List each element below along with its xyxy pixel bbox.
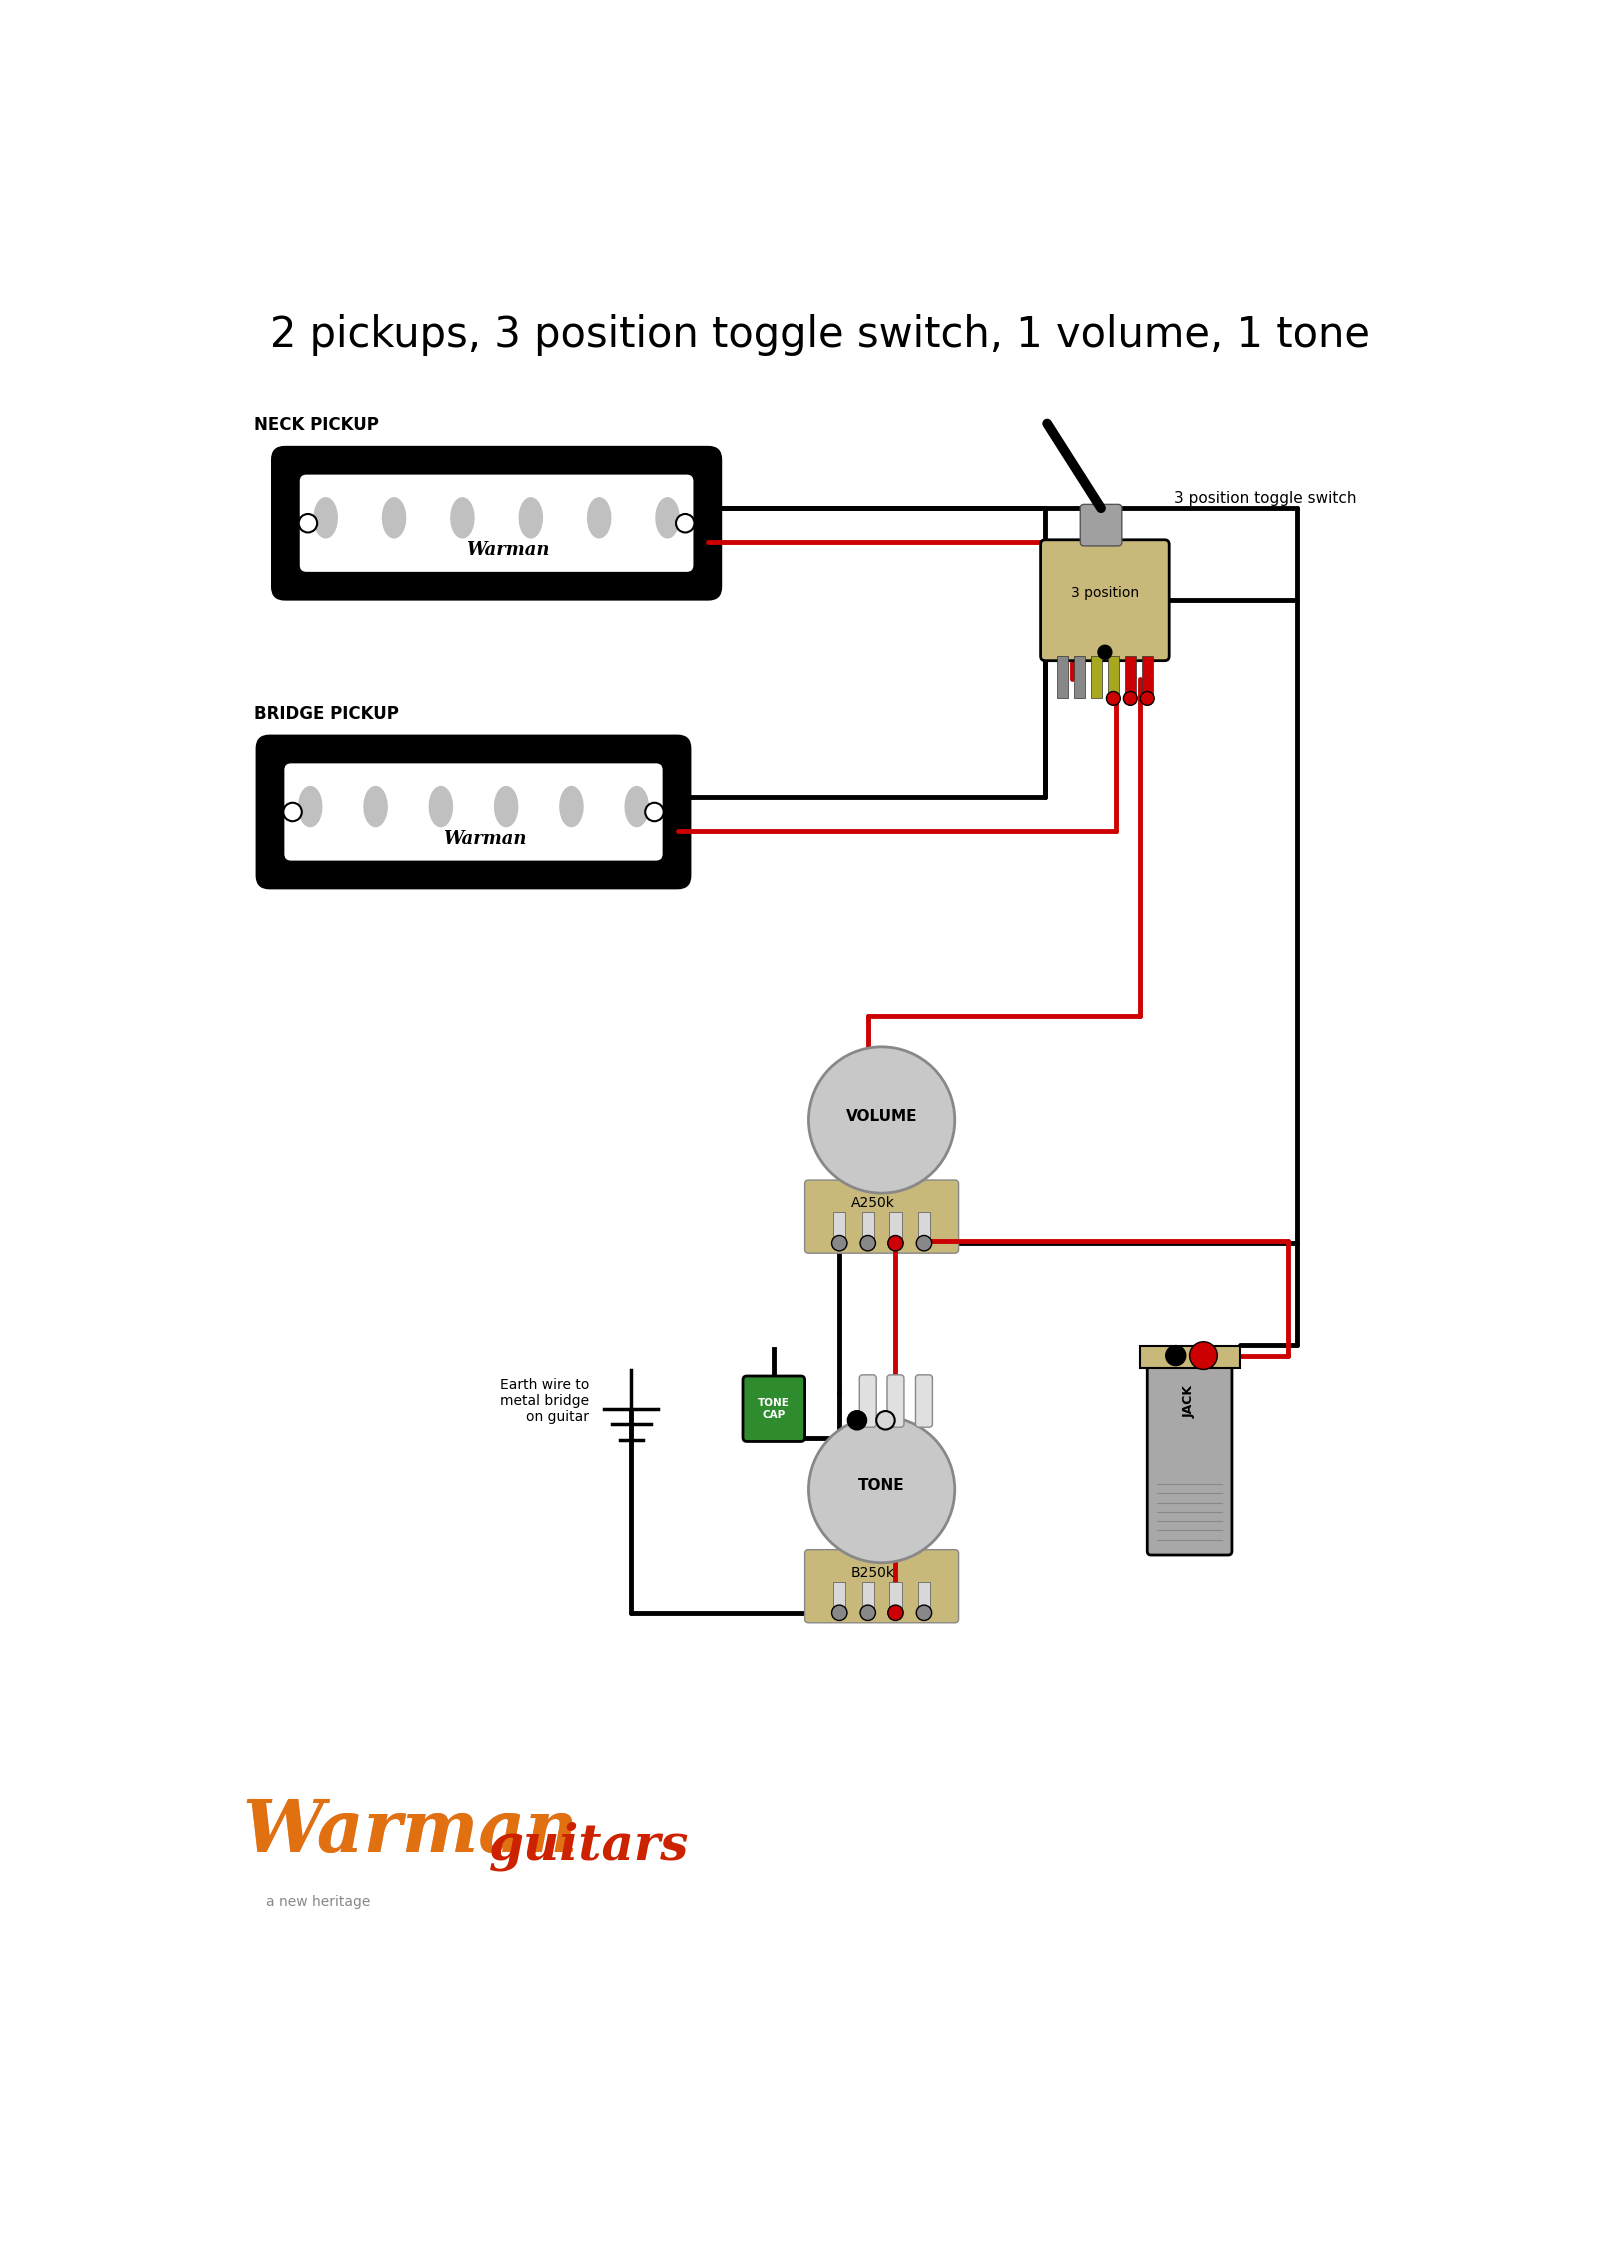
Circle shape [1098,645,1112,658]
Text: Earth wire to
metal bridge
on guitar: Earth wire to metal bridge on guitar [499,1378,589,1425]
FancyBboxPatch shape [805,1181,958,1253]
Circle shape [861,1235,875,1251]
Ellipse shape [299,787,322,826]
FancyBboxPatch shape [283,762,664,862]
Ellipse shape [429,787,453,826]
Ellipse shape [451,498,474,538]
Ellipse shape [656,498,678,538]
Bar [918,1581,930,1613]
Bar [918,1212,930,1244]
Text: 3 position: 3 position [1070,586,1139,599]
FancyBboxPatch shape [270,446,722,602]
Text: Longer = tag to tip +: Longer = tag to tip + [1222,1414,1232,1534]
Circle shape [1190,1341,1218,1369]
FancyBboxPatch shape [886,1375,904,1427]
Circle shape [861,1606,875,1620]
Ellipse shape [382,498,405,538]
FancyBboxPatch shape [1147,1362,1232,1554]
FancyBboxPatch shape [1040,541,1170,661]
Text: TONE: TONE [858,1479,906,1493]
FancyBboxPatch shape [256,735,691,889]
Circle shape [808,1416,955,1563]
Text: TONE
CAP: TONE CAP [758,1398,790,1421]
Circle shape [1166,1346,1186,1366]
Text: Shorter = tag to barrel +: Shorter = tag to barrel + [1147,1405,1157,1545]
Circle shape [645,803,664,821]
FancyBboxPatch shape [1080,504,1122,545]
Circle shape [832,1606,846,1620]
FancyBboxPatch shape [742,1375,805,1441]
Circle shape [877,1411,894,1430]
Text: VOLUME: VOLUME [846,1108,917,1124]
Bar [1142,656,1152,699]
Text: JACK: JACK [1182,1384,1197,1418]
Ellipse shape [520,498,542,538]
FancyBboxPatch shape [299,473,694,572]
Circle shape [832,1235,846,1251]
Bar [861,1581,874,1613]
Circle shape [1123,692,1138,706]
Bar [1139,1346,1240,1369]
Ellipse shape [626,787,648,826]
Text: guitars: guitars [490,1821,690,1871]
Bar [890,1212,902,1244]
Text: Warman: Warman [243,1796,578,1866]
Ellipse shape [314,498,338,538]
Bar [834,1581,845,1613]
Bar [1058,656,1067,699]
FancyBboxPatch shape [859,1375,877,1427]
FancyBboxPatch shape [805,1549,958,1622]
Bar [861,1212,874,1244]
Bar [1107,656,1118,699]
Circle shape [917,1235,931,1251]
Circle shape [299,513,317,532]
Circle shape [677,513,694,532]
Text: B250k: B250k [851,1565,894,1579]
Text: 3 position toggle switch: 3 position toggle switch [1174,491,1357,507]
FancyBboxPatch shape [915,1375,933,1427]
Text: BRIDGE PICKUP: BRIDGE PICKUP [254,706,398,724]
Circle shape [1107,692,1120,706]
Ellipse shape [365,787,387,826]
Bar [1074,656,1085,699]
Text: Warman: Warman [467,541,550,559]
Circle shape [917,1606,931,1620]
Bar [1125,656,1136,699]
Circle shape [1141,692,1154,706]
Circle shape [283,803,302,821]
Ellipse shape [494,787,518,826]
Ellipse shape [587,498,611,538]
Bar [890,1581,902,1613]
Bar [834,1212,845,1244]
Text: a new heritage: a new heritage [266,1896,370,1909]
Text: Warman: Warman [443,830,526,848]
Text: 2 pickups, 3 position toggle switch, 1 volume, 1 tone: 2 pickups, 3 position toggle switch, 1 v… [270,314,1370,355]
Circle shape [888,1235,902,1251]
Text: Warman: Warman [243,1796,578,1866]
Circle shape [848,1411,866,1430]
Text: NECK PICKUP: NECK PICKUP [254,416,379,434]
Text: A250k: A250k [851,1197,894,1210]
Ellipse shape [560,787,582,826]
Circle shape [808,1047,955,1192]
Circle shape [888,1606,902,1620]
Bar [1091,656,1102,699]
